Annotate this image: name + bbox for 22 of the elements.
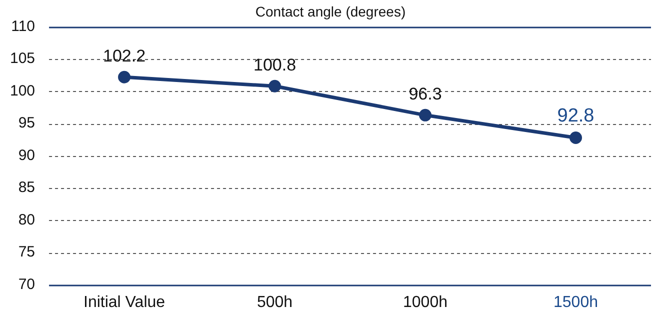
data-label: 92.8	[557, 105, 594, 126]
y-tick-label: 95	[18, 114, 36, 132]
data-label: 102.2	[103, 46, 146, 66]
x-tick-label: Initial Value	[84, 294, 166, 311]
y-tick-label: 85	[18, 179, 36, 196]
point	[268, 80, 282, 92]
x-tick-label: 1000h	[403, 294, 448, 311]
x-tick-label: 1500h	[554, 294, 598, 311]
y-tick-label: 70	[18, 276, 36, 293]
y-tick-label: 100	[10, 82, 36, 100]
y-tick-label: 90	[18, 146, 36, 164]
data-label: 96.3	[408, 84, 442, 104]
x-tick-label: 500h	[256, 294, 293, 311]
y-tick-label: 110	[11, 18, 36, 35]
y-tick-label: 80	[18, 211, 36, 228]
data-label: 100.8	[253, 55, 296, 74]
point	[570, 131, 582, 144]
y-tick-label: 105	[10, 50, 36, 68]
point	[118, 70, 131, 84]
chart-title: Contact angle (degrees)	[255, 3, 406, 20]
y-tick-label: 75	[18, 244, 36, 261]
point	[419, 108, 432, 122]
